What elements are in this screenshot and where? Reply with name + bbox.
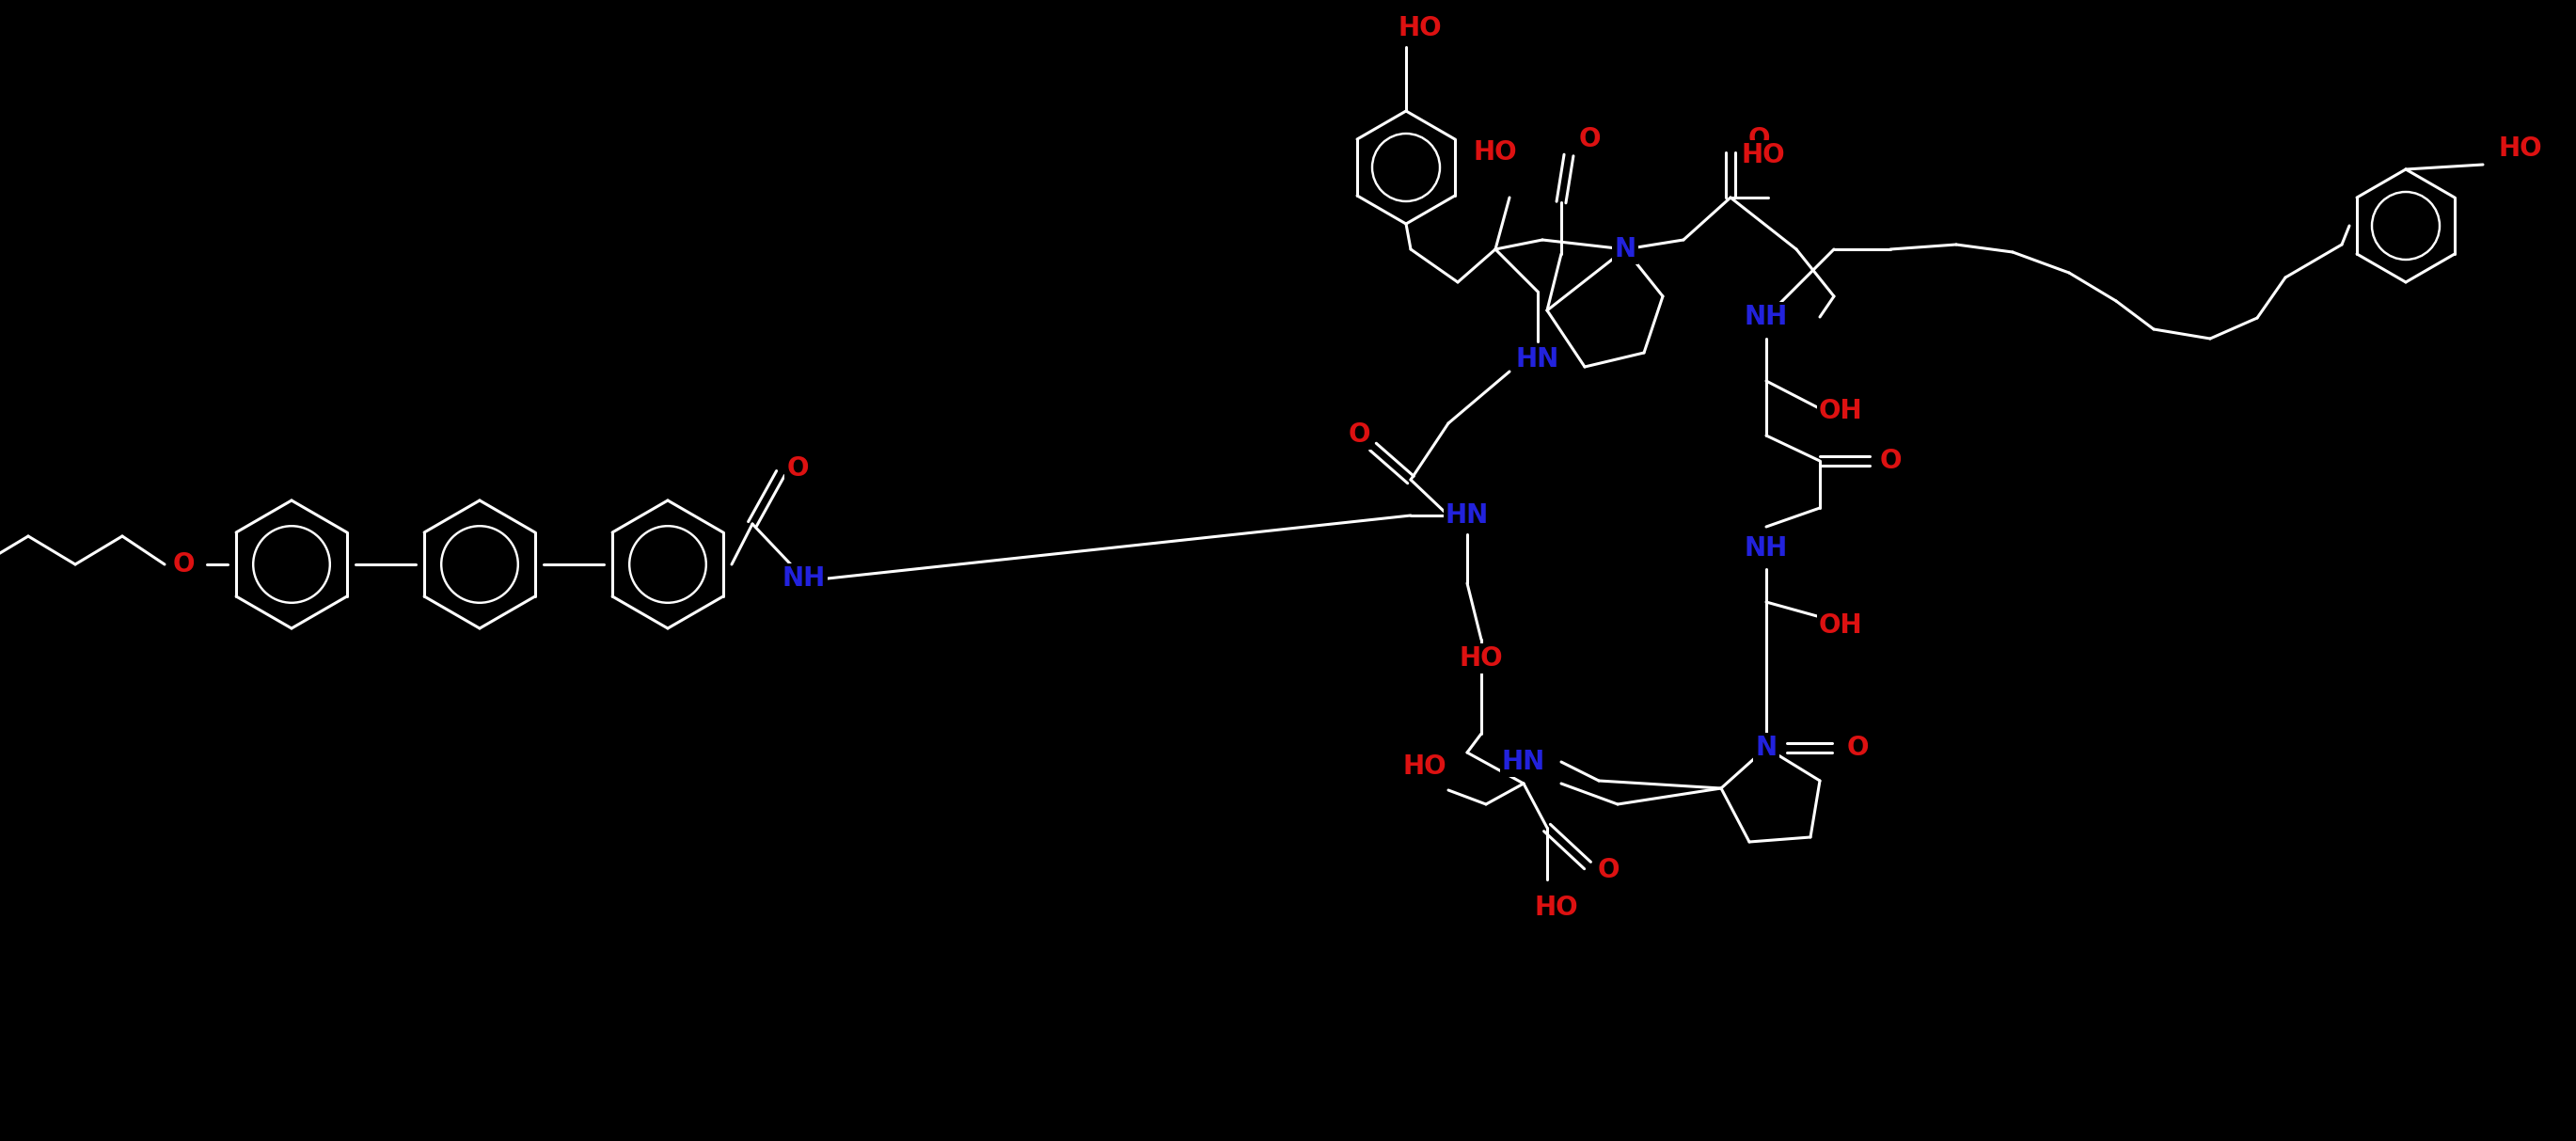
Text: NH: NH [783,565,827,592]
Text: HO: HO [1535,895,1579,921]
Text: HN: HN [1502,748,1546,775]
Text: HO: HO [2499,136,2543,162]
Text: HO: HO [1399,15,1443,41]
Text: O: O [1347,421,1370,447]
Text: HN: HN [1445,502,1489,528]
Text: O: O [1747,126,1770,153]
Text: NH: NH [783,565,827,592]
Text: NH: NH [1744,535,1788,561]
Text: HN: HN [1515,346,1558,372]
Text: HO: HO [1461,646,1504,672]
Text: O: O [786,455,809,482]
Text: HO: HO [1741,141,1785,169]
Text: HO: HO [1473,139,1517,165]
Text: HO: HO [1399,15,1443,41]
Text: HO: HO [1741,141,1785,169]
Text: N: N [1615,236,1636,262]
Text: N: N [1754,735,1777,761]
Text: HN: HN [1502,748,1546,775]
Text: HO: HO [1473,139,1517,165]
Text: NH: NH [1744,304,1788,330]
Text: O: O [1847,735,1868,761]
Text: HO: HO [2499,136,2543,162]
Text: NH: NH [1744,304,1788,330]
Text: O: O [1579,126,1600,153]
Text: O: O [1597,857,1620,883]
Text: HO: HO [1535,895,1579,921]
Text: HN: HN [1515,346,1558,372]
Text: OH: OH [1819,398,1862,424]
Text: O: O [1847,735,1868,761]
Text: O: O [173,551,193,577]
Text: O: O [1597,857,1620,883]
Text: HO: HO [1461,646,1504,672]
Text: HO: HO [1404,753,1448,779]
Text: O: O [173,551,193,577]
Text: OH: OH [1819,613,1862,639]
Text: NH: NH [1744,535,1788,561]
Text: O: O [1880,447,1901,474]
Text: O: O [1579,126,1600,153]
Text: OH: OH [1819,613,1862,639]
Text: OH: OH [1819,398,1862,424]
Text: N: N [1754,735,1777,761]
Text: HO: HO [1404,753,1448,779]
Text: O: O [1347,421,1370,447]
Text: N: N [1615,236,1636,262]
Text: O: O [1747,126,1770,153]
Text: O: O [786,455,809,482]
Text: O: O [1880,447,1901,474]
Text: HN: HN [1445,502,1489,528]
